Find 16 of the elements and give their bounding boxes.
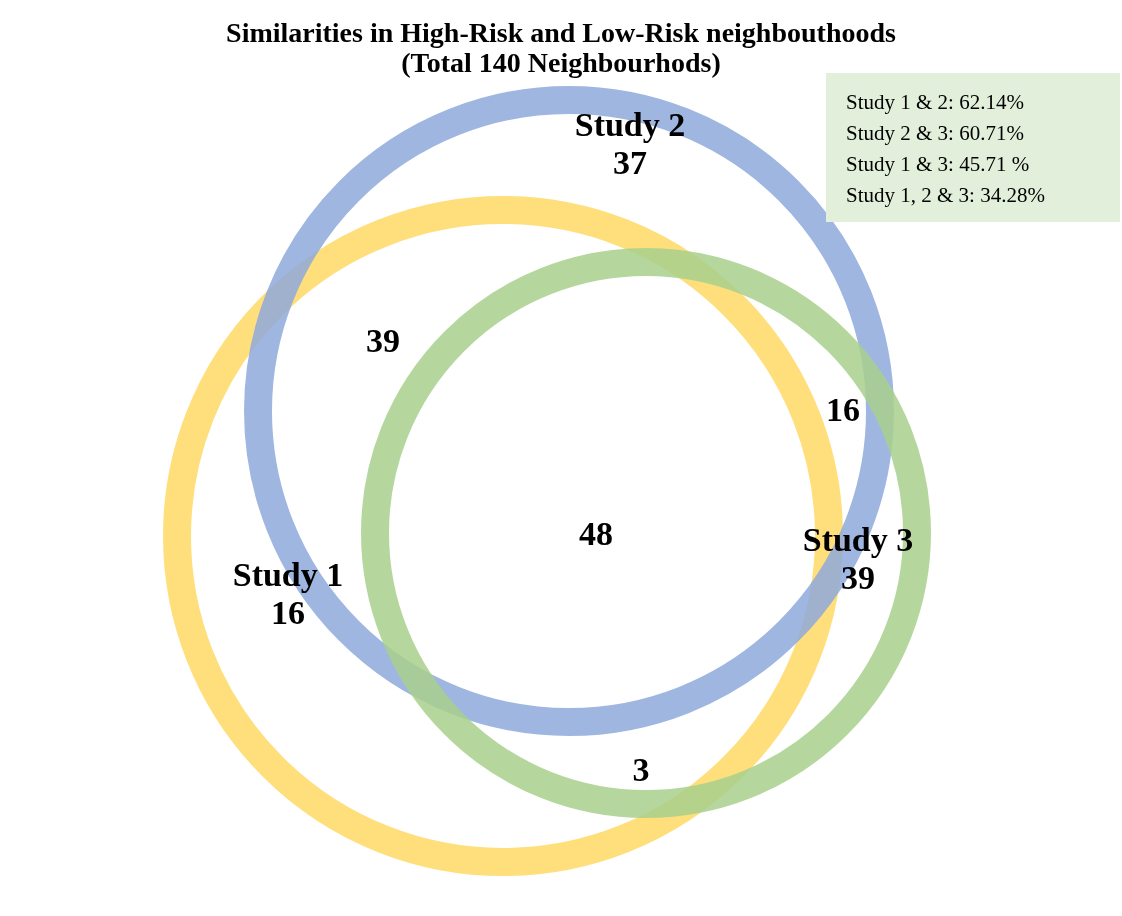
text: 48 <box>579 515 613 552</box>
text: Study 1 & 2: 62.14% <box>846 90 1024 114</box>
data-label: 16 <box>271 594 305 631</box>
text: 16 <box>826 391 860 428</box>
text: (Total 140 Neighbourhods) <box>401 47 721 78</box>
text: Study 1 & 3: 45.71 % <box>846 152 1030 176</box>
data-label: 37 <box>613 144 647 181</box>
category-label: Study 2 <box>574 106 686 143</box>
category-label: Study 1 <box>232 556 344 593</box>
text: Study 1, 2 & 3: 34.28% <box>846 183 1045 207</box>
text: 39 <box>366 322 400 359</box>
text: 3 <box>632 751 650 788</box>
text: Study 2 & 3: 60.71% <box>846 121 1024 145</box>
data-label: 39 <box>841 559 875 596</box>
category-label: Study 3 <box>802 521 914 558</box>
text: Similarities in High-Risk and Low-Risk neighbouthoods <box>226 17 897 48</box>
